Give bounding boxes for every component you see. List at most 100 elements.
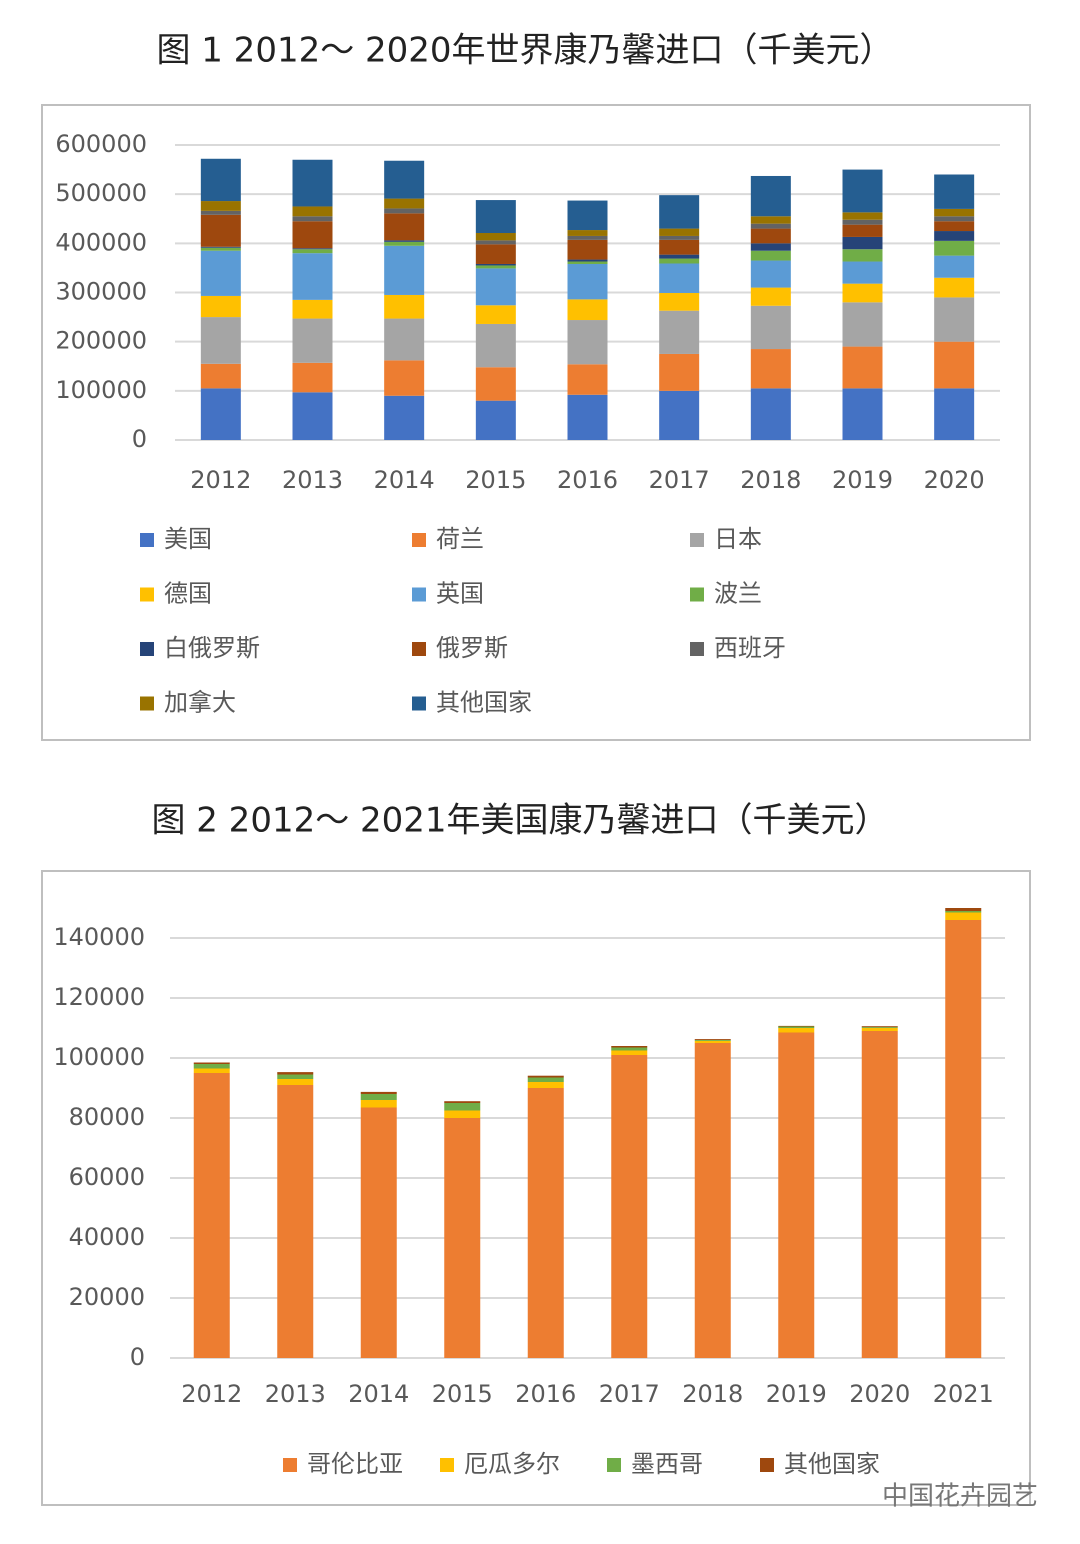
bar-segment	[750, 287, 791, 306]
bar-segment	[934, 297, 975, 342]
legend-label: 俄罗斯	[436, 634, 508, 662]
bar-segment	[934, 174, 975, 209]
bar-segment	[750, 216, 791, 224]
bar-segment	[200, 317, 241, 364]
legend-label: 加拿大	[164, 689, 236, 717]
bar-segment	[945, 908, 982, 911]
bar-segment	[384, 245, 425, 295]
x-tick-label: 2015	[465, 466, 526, 494]
bar-segment	[750, 388, 791, 440]
bar-segment	[444, 1118, 481, 1358]
bar-segment	[444, 1110, 481, 1118]
bar-segment	[360, 1100, 397, 1108]
x-tick-label: 2019	[766, 1380, 827, 1408]
bar-segment	[611, 1050, 648, 1055]
bar-segment	[200, 246, 241, 248]
bar-segment	[945, 912, 982, 920]
bar-segment	[384, 241, 425, 246]
y-tick-label: 100000	[53, 1043, 145, 1071]
bar-segment	[384, 294, 425, 319]
bar-segment	[842, 212, 883, 220]
bar-segment	[200, 295, 241, 318]
bar-segment	[384, 213, 425, 241]
bar-segment	[527, 1088, 564, 1358]
bar-segment	[750, 223, 791, 229]
bar-segment	[475, 367, 516, 401]
legend-swatch	[140, 642, 154, 656]
legend-label: 美国	[164, 525, 212, 553]
y-tick-label: 80000	[69, 1103, 145, 1131]
bar-segment	[750, 260, 791, 288]
legend-label: 德国	[164, 580, 212, 608]
bar-segment	[750, 175, 791, 217]
bar-segment	[277, 1085, 314, 1358]
bar-segment	[694, 1043, 731, 1358]
bar-segment	[384, 318, 425, 361]
x-tick-label: 2017	[649, 466, 710, 494]
legend-label: 其他国家	[436, 689, 532, 717]
bar-segment	[778, 1028, 815, 1033]
bar-segment	[567, 299, 608, 321]
y-tick-label: 0	[132, 425, 147, 453]
bar-segment	[384, 395, 425, 440]
legend-swatch	[412, 533, 426, 547]
bar-segment	[934, 216, 975, 222]
bar-segment	[384, 198, 425, 209]
bar-segment	[527, 1082, 564, 1088]
bar-segment	[292, 299, 333, 319]
legend-label: 西班牙	[714, 634, 786, 662]
bar-segment	[384, 360, 425, 396]
y-tick-label: 200000	[55, 327, 147, 355]
x-tick-label: 2013	[265, 1380, 326, 1408]
bar-segment	[842, 388, 883, 440]
x-tick-label: 2017	[599, 1380, 660, 1408]
y-tick-label: 120000	[53, 983, 145, 1011]
bar-segment	[659, 235, 700, 240]
legend-swatch	[140, 696, 154, 711]
bar-segment	[934, 221, 975, 232]
bar-segment	[934, 341, 975, 389]
bar-segment	[750, 250, 791, 261]
bar-segment	[200, 388, 241, 440]
bar-segment	[193, 1068, 230, 1073]
legend-label: 日本	[714, 525, 762, 553]
bar-segment	[277, 1079, 314, 1085]
bar-segment	[934, 255, 975, 278]
legend-swatch	[140, 587, 154, 602]
bar-segment	[193, 1073, 230, 1358]
bar-segment	[659, 195, 700, 229]
legend-swatch	[140, 533, 154, 547]
x-tick-label: 2012	[181, 1380, 242, 1408]
bar-segment	[292, 248, 333, 250]
bar-segment	[360, 1091, 397, 1094]
bar-segment	[292, 159, 333, 207]
bar-segment	[475, 233, 516, 241]
bar-segment	[292, 221, 333, 249]
legend-label: 白俄罗斯	[164, 634, 260, 662]
y-tick-label: 500000	[55, 179, 147, 207]
y-tick-label: 400000	[55, 228, 147, 256]
bar-segment	[200, 363, 241, 389]
legend-swatch	[412, 696, 426, 711]
bar-segment	[842, 346, 883, 389]
chart-title: 图 2 2012～ 2021年美国康乃馨进口（千美元）	[151, 801, 888, 841]
bar-segment	[567, 261, 608, 264]
x-tick-label: 2012	[190, 466, 251, 494]
bar-segment	[475, 400, 516, 440]
bar-segment	[659, 310, 700, 354]
legend-swatch	[283, 1458, 297, 1472]
bar-segment	[842, 224, 883, 237]
bar-segment	[527, 1077, 564, 1082]
bar-segment	[934, 231, 975, 241]
bar-segment	[567, 320, 608, 365]
bar-segment	[277, 1074, 314, 1079]
legend-label: 哥伦比亚	[307, 1450, 403, 1478]
watermark: 中国花卉园艺	[882, 1482, 1038, 1512]
bar-segment	[444, 1103, 481, 1111]
bar-segment	[292, 253, 333, 300]
bar-segment	[934, 208, 975, 217]
bar-segment	[842, 236, 883, 250]
bar-segment	[200, 201, 241, 211]
y-tick-label: 40000	[69, 1223, 145, 1251]
